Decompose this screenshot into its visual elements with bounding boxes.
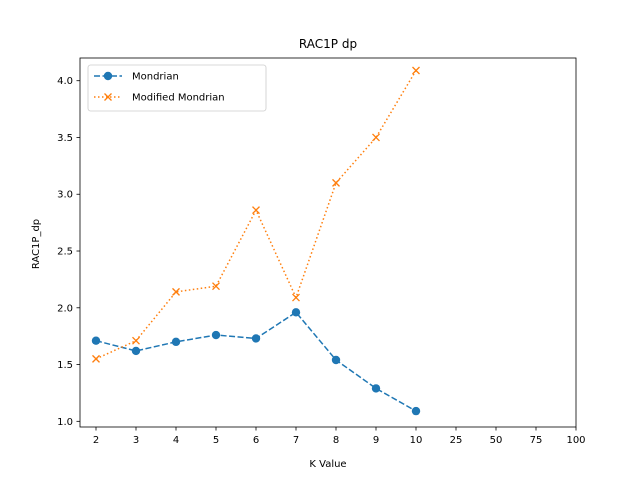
data-point-stroke [252,206,260,215]
data-point [411,406,421,416]
data-point [172,287,180,296]
series-line-1 [95,70,417,360]
data-point-stroke [172,287,180,296]
data-point [291,308,301,317]
data-point [91,336,101,345]
y-tick-label: 4.0 [57,76,73,87]
data-point [132,336,140,345]
legend-label-1: Modified Mondrian [132,93,225,104]
y-tick-label: 3.5 [57,133,73,144]
plot-frame [79,57,577,428]
data-point-stroke [132,336,140,345]
data-point [331,355,341,365]
data-point [332,178,340,187]
x-tick-label: 7 [293,435,299,446]
data-point [292,293,300,302]
x-tick-label: 5 [213,435,219,446]
x-tick-label: 3 [133,435,139,446]
data-point [412,66,420,75]
data-point [212,282,220,291]
x-tick-label: 10 [410,435,423,446]
data-point-stroke [292,293,300,302]
data-point [251,334,261,343]
axes: 2 3 4 5 6 7 8 9 10 25 50 75 100 1.0 1.5 2.0 2.5 3.0 3.5 4.0 [57,57,586,446]
legend-marker-0 [103,71,113,81]
data-point [252,206,260,215]
x-tick-label: 2 [93,435,99,446]
data-point-stroke [412,66,420,75]
legend-box [87,64,267,112]
data-point [372,133,380,142]
plot-area [91,66,421,416]
data-point-stroke [212,282,220,291]
data-point [131,346,141,356]
x-tick-label: 9 [373,435,379,446]
legend-label-0: Mondrian [132,72,179,83]
x-tick-label: 50 [490,435,503,446]
data-point-stroke [92,354,100,363]
x-tick-label: 25 [450,435,463,446]
data-point [171,337,181,347]
data-point-stroke [332,178,340,187]
x-tick-label: 6 [253,435,259,446]
x-tick-label: 100 [566,435,585,446]
data-point [211,330,221,340]
x-tick-label: 4 [173,435,179,446]
legend-marker-1 [104,93,112,101]
y-tick-label: 1.0 [57,417,73,428]
chart-title: RAC1P dp [299,37,357,51]
data-point [92,354,100,363]
y-tick-label: 1.5 [57,360,73,371]
x-tick-label: 8 [333,435,339,446]
data-point-stroke [372,133,380,142]
series-line-0 [95,311,417,412]
legend-marker-stroke [104,93,112,101]
legend: Mondrian Modified Mondrian [87,64,267,112]
y-tick-label: 2.5 [57,247,73,258]
x-axis-title: K Value [309,459,346,470]
x-tick-label: 75 [530,435,543,446]
y-tick-label: 3.0 [57,190,73,201]
y-tick-label: 2.0 [57,303,73,314]
y-axis-title: RAC1P_dp [31,219,42,269]
data-point [371,384,381,393]
